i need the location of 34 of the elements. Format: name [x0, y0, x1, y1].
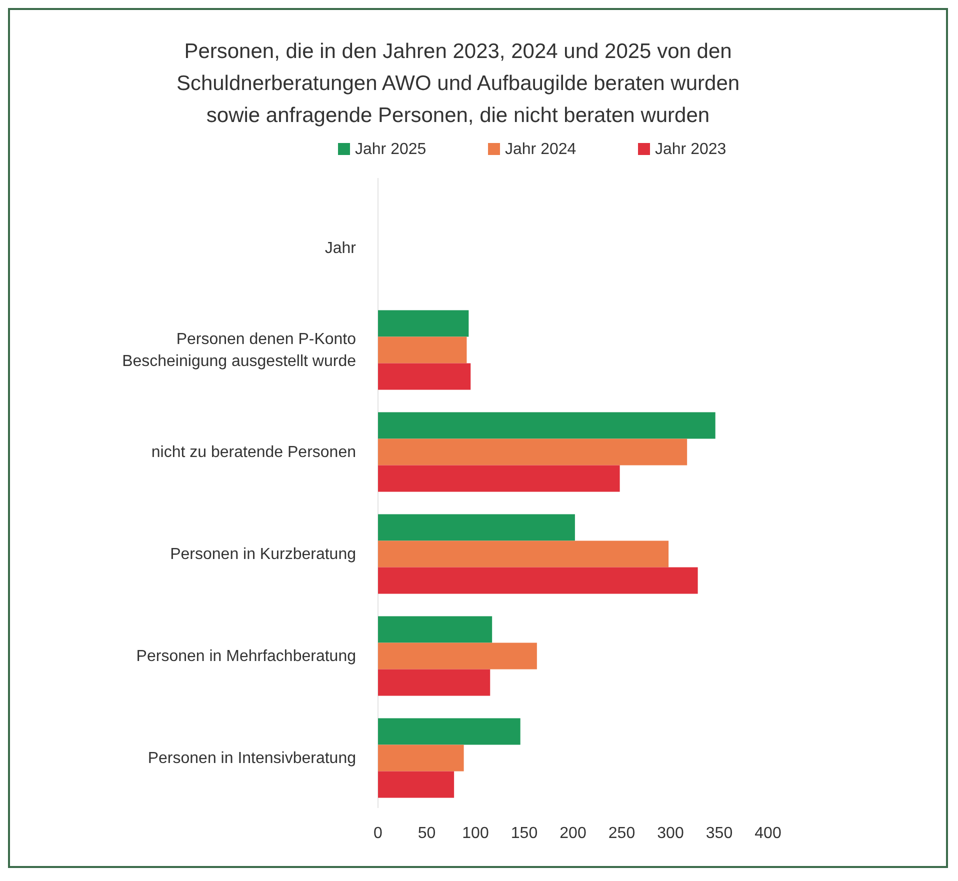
legend-label: Jahr 2024: [505, 141, 576, 158]
y-tick-label: nicht zu beratende Personen: [151, 444, 356, 461]
y-tick-label: Personen in Kurzberatung: [170, 546, 356, 564]
y-tick-label: Personen in Intensivberatung: [148, 750, 356, 768]
bar: [378, 438, 688, 466]
x-tick-label: 350: [706, 825, 733, 842]
bar: [378, 669, 490, 696]
x-tick-label: 250: [608, 825, 636, 842]
bar: [378, 744, 464, 772]
bar: [378, 616, 492, 643]
bar: [378, 718, 520, 745]
bar: [378, 336, 467, 364]
bar: [378, 412, 716, 439]
bar: [378, 465, 620, 492]
x-tick-label: 200: [560, 825, 586, 842]
bar: [378, 363, 471, 390]
legend-label: Jahr 2025: [355, 141, 426, 158]
chart-title: Personen, die in den Jahren 2023, 2024 und 2025 von den Schuldnerberatungen AWO und Aufbaugilde beraten wurden sowie anfragende Personen, die nicht beraten wurden: [176, 40, 740, 127]
y-tick-label: Personen denen P-Konto Bescheinigung ausgestellt wurde: [122, 330, 356, 370]
bar: [378, 514, 575, 541]
bar: [378, 567, 698, 594]
x-tick-label: 400: [754, 825, 782, 842]
bar: [378, 540, 669, 568]
x-tick-label: 300: [657, 825, 684, 842]
legend-label: Jahr 2023: [655, 141, 726, 158]
x-tick-label: 0: [374, 825, 383, 842]
bar: [378, 310, 469, 337]
x-tick-label: 150: [510, 825, 538, 842]
x-tick-label: 100: [462, 825, 489, 842]
bar: [378, 771, 454, 798]
y-tick-label: Jahr: [324, 240, 357, 257]
x-tick-label: 50: [418, 825, 436, 842]
bar: [378, 642, 537, 670]
y-tick-label: Personen in Mehrfachberatung: [136, 648, 356, 666]
